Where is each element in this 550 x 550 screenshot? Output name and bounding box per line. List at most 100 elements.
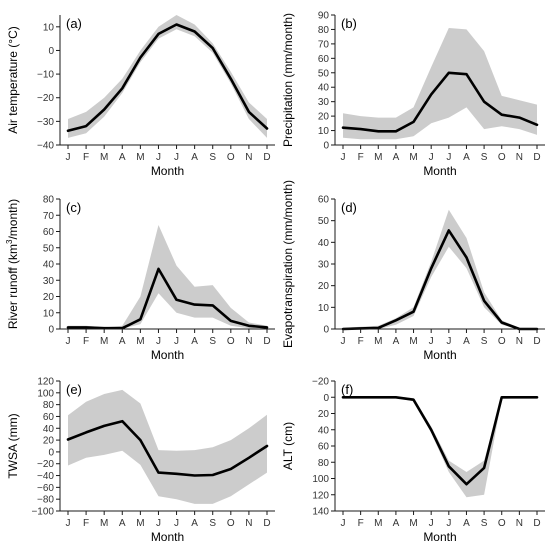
x-tick-label: J <box>66 336 71 347</box>
x-tick-label: F <box>358 152 364 163</box>
series-line <box>66 419 269 477</box>
x-tick-label: J <box>66 152 71 163</box>
y-tick-label: 80 <box>43 195 55 206</box>
y-tick-label: −30 <box>37 117 54 128</box>
y-tick-label: 80 <box>43 400 55 411</box>
x-tick-label: F <box>83 336 89 347</box>
y-tick-label: −20 <box>312 377 329 388</box>
uncertainty-band <box>68 225 267 329</box>
panel-label: (d) <box>341 200 357 215</box>
x-tick-label: J <box>429 518 434 529</box>
y-tick-label: 50 <box>318 216 330 227</box>
x-tick-label: J <box>174 336 179 347</box>
x-axis-label: Month <box>151 348 184 362</box>
x-tick-label: J <box>66 518 71 529</box>
y-tick-label: −20 <box>37 459 54 470</box>
x-tick-label: O <box>498 152 506 163</box>
y-tick-label: 70 <box>43 211 55 222</box>
x-tick-label: J <box>341 518 346 529</box>
y-axis-label-superscript: 3 <box>5 239 14 244</box>
x-tick-label: N <box>516 152 523 163</box>
y-tick-label: 80 <box>318 25 330 36</box>
x-tick-label: N <box>245 336 252 347</box>
series-line <box>341 71 539 133</box>
x-tick-label: A <box>463 336 470 347</box>
y-tick-label: 20 <box>43 436 55 447</box>
panel-label: (b) <box>341 16 357 31</box>
y-tick-label: 20 <box>318 112 330 123</box>
y-tick-label: 50 <box>43 243 55 254</box>
x-tick-label: M <box>409 518 417 529</box>
x-tick-label: S <box>481 336 488 347</box>
x-tick-label: D <box>533 336 540 347</box>
y-tick-label: 20 <box>43 292 55 303</box>
y-tick-label: 0 <box>48 447 54 458</box>
panel-label: (a) <box>66 16 82 31</box>
x-tick-label: A <box>191 152 198 163</box>
x-tick-label: J <box>156 518 161 529</box>
y-tick-label: 0 <box>323 141 329 152</box>
y-tick-label: 10 <box>318 303 330 314</box>
x-tick-label: D <box>533 152 540 163</box>
y-tick-label: 60 <box>318 442 330 453</box>
x-tick-label: J <box>446 336 451 347</box>
x-tick-label: M <box>136 152 144 163</box>
x-axis-label: Month <box>151 530 184 544</box>
x-tick-label: A <box>463 518 470 529</box>
y-tick-label: 40 <box>318 83 330 94</box>
y-axis-label: ALT (cm) <box>281 422 295 470</box>
x-tick-label: A <box>119 336 126 347</box>
x-tick-label: J <box>156 336 161 347</box>
y-tick-label: −100 <box>31 507 54 518</box>
y-tick-label: 40 <box>43 260 55 271</box>
x-tick-label: M <box>409 336 417 347</box>
x-tick-label: S <box>209 336 216 347</box>
y-tick-label: 0 <box>323 393 329 404</box>
x-axis-label: Month <box>423 164 456 178</box>
uncertainty-band <box>68 389 267 504</box>
y-tick-label: 40 <box>318 425 330 436</box>
y-tick-label: 60 <box>318 195 330 206</box>
x-tick-label: M <box>136 336 144 347</box>
y-axis-label: River runoff (km3/month) <box>5 199 20 329</box>
y-tick-label: 20 <box>318 409 330 420</box>
y-tick-label: 80 <box>318 458 330 469</box>
x-tick-label: O <box>227 336 235 347</box>
x-tick-label: S <box>209 152 216 163</box>
panel-label: (f) <box>341 382 353 397</box>
y-axis-label: Precipitation (mm/month) <box>281 13 295 147</box>
x-tick-label: A <box>119 152 126 163</box>
x-tick-label: D <box>533 518 540 529</box>
y-axis-label-main: River runoff (km <box>6 244 20 329</box>
uncertainty-band <box>343 209 537 329</box>
x-tick-label: N <box>245 152 252 163</box>
y-tick-label: 120 <box>37 377 54 388</box>
x-tick-label: S <box>481 518 488 529</box>
y-tick-label: 10 <box>43 308 55 319</box>
y-tick-label: 10 <box>318 126 330 137</box>
series-line <box>341 396 539 486</box>
y-tick-label: 140 <box>312 507 329 518</box>
y-axis-label: Evapotranspiration (mm/month) <box>281 180 295 348</box>
x-tick-label: S <box>481 152 488 163</box>
y-tick-label: 100 <box>312 474 329 485</box>
x-tick-label: D <box>263 152 270 163</box>
y-tick-label: 70 <box>318 39 330 50</box>
y-tick-label: 30 <box>43 276 55 287</box>
y-tick-label: 30 <box>318 97 330 108</box>
x-tick-label: D <box>263 518 270 529</box>
x-tick-label: A <box>119 518 126 529</box>
x-tick-label: A <box>191 518 198 529</box>
series-line <box>341 229 539 331</box>
x-tick-label: J <box>341 152 346 163</box>
y-axis-label: TWSA (mm) <box>6 413 20 478</box>
y-tick-label: 60 <box>43 227 55 238</box>
x-tick-label: J <box>446 518 451 529</box>
panel-label: (e) <box>66 382 82 397</box>
x-tick-label: M <box>409 152 417 163</box>
